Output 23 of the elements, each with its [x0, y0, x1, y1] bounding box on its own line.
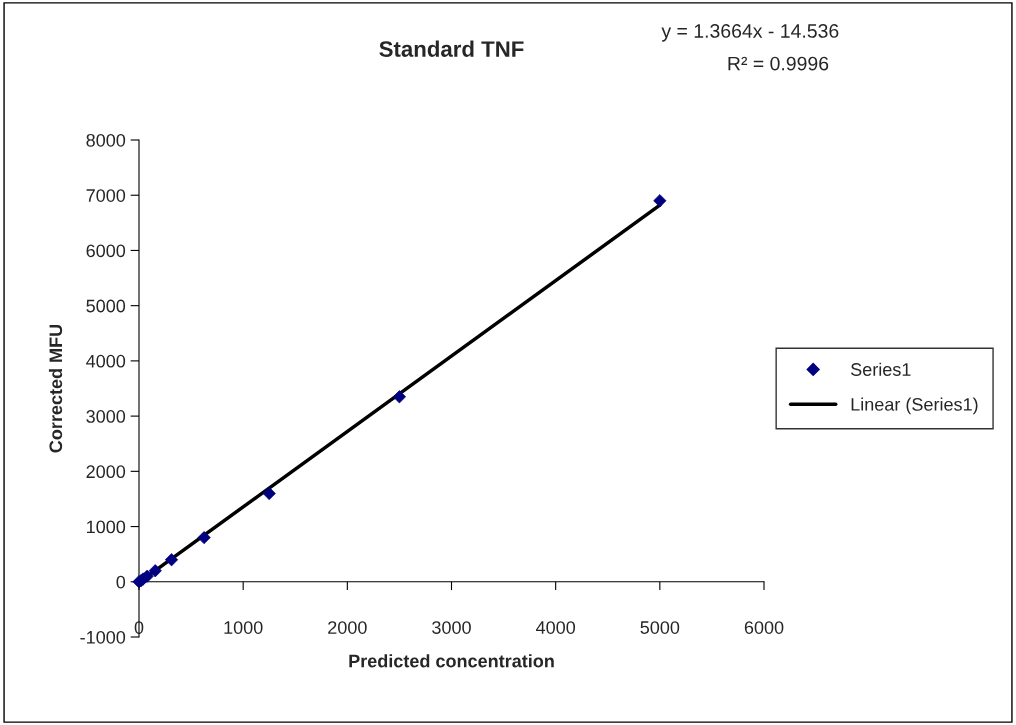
y-tick-label: -1000 [80, 630, 126, 644]
x-tick-label: 2000 [328, 621, 367, 634]
x-tick-label: 1000 [224, 621, 263, 634]
x-tick-label: 4000 [536, 621, 576, 634]
y-tick-label: 0 [116, 575, 126, 589]
legend-label: Linear (Series1) [851, 397, 978, 415]
legend-label: Series1 [851, 362, 911, 376]
y-tick-label: 3000 [86, 410, 126, 423]
y-tick-label: 6000 [86, 244, 126, 258]
x-tick-label: 5000 [640, 621, 680, 634]
y-tick-label: 4000 [86, 354, 126, 368]
y-tick-label: 2000 [86, 465, 126, 479]
x-axis-title: Predicted concentration [349, 654, 554, 668]
y-tick-label: 1000 [87, 520, 126, 534]
text: y = 1.3664x - 14.536 [661, 24, 839, 42]
y-tick-label: 5000 [86, 299, 126, 313]
x-tick-label: 3000 [432, 621, 471, 634]
y-axis-title: Corrected MFU [48, 324, 63, 453]
chart-title: Standard TNF [379, 40, 524, 57]
y-tick-label: 8000 [86, 133, 126, 147]
text: R² = 0.9996 [728, 56, 829, 71]
y-tick-label: 7000 [86, 189, 126, 202]
x-tick-label: 6000 [744, 621, 784, 634]
